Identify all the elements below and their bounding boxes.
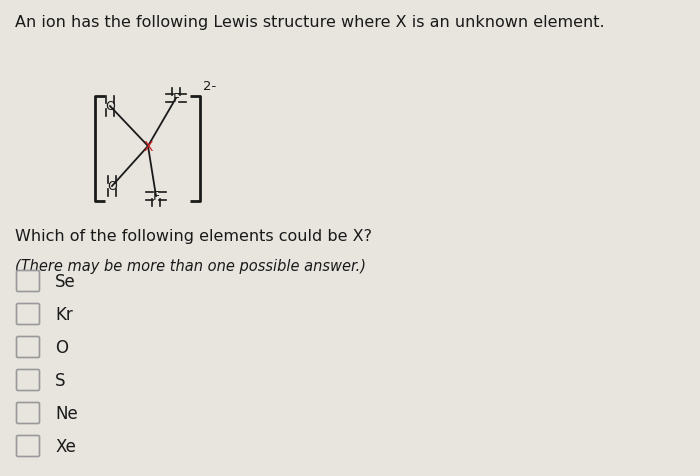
Text: (There may be more than one possible answer.): (There may be more than one possible ans… (15, 258, 366, 273)
Text: An ion has the following Lewis structure where X is an unknown element.: An ion has the following Lewis structure… (15, 15, 605, 30)
FancyBboxPatch shape (17, 403, 39, 424)
FancyBboxPatch shape (17, 304, 39, 325)
Text: F: F (153, 190, 160, 203)
Text: O: O (107, 180, 117, 193)
FancyBboxPatch shape (17, 436, 39, 456)
FancyBboxPatch shape (17, 271, 39, 292)
Text: S: S (55, 371, 66, 389)
FancyBboxPatch shape (17, 337, 39, 358)
Text: O: O (55, 338, 68, 356)
Text: Se: Se (55, 272, 76, 290)
Text: Xe: Xe (55, 437, 76, 455)
Text: O: O (105, 100, 115, 113)
Text: 2-: 2- (203, 80, 216, 93)
Text: Kr: Kr (55, 306, 73, 323)
Text: F: F (172, 92, 180, 105)
Text: Which of the following elements could be X?: Which of the following elements could be… (15, 228, 372, 244)
Text: X: X (144, 140, 153, 154)
Text: Ne: Ne (55, 404, 78, 422)
FancyBboxPatch shape (17, 370, 39, 391)
